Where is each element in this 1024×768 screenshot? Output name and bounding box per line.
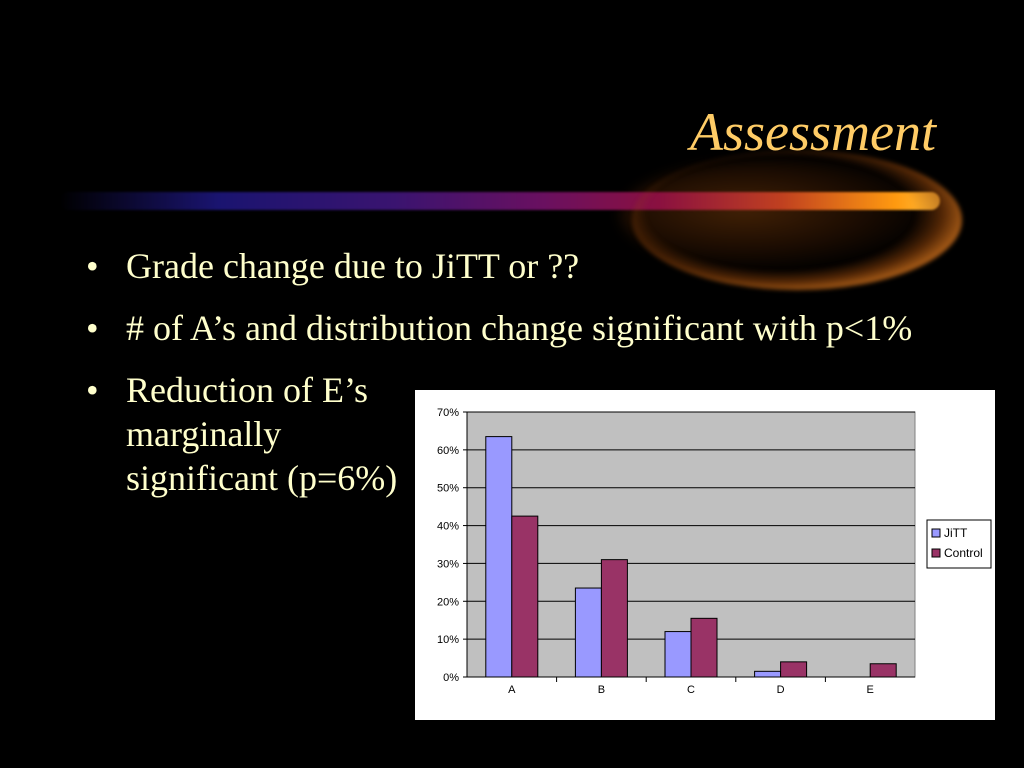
bullet-list: • Grade change due to JiTT or ?? • # of … — [86, 244, 946, 518]
bar-control-e — [869, 663, 897, 678]
y-tick-label: 70% — [437, 407, 459, 419]
y-tick-label: 20% — [437, 596, 459, 608]
legend-swatch — [931, 528, 941, 538]
bar-jitt-c — [664, 631, 692, 678]
legend-label: Control — [944, 546, 983, 560]
x-tick-label: C — [687, 684, 695, 696]
bar-jitt-d — [754, 670, 782, 678]
bar-chart: 0% 10% 20% 30% 40% 50% 60% 70% A B C D E JiTT Control — [437, 407, 992, 696]
bullet-item: • # of A’s and distribution change signi… — [86, 306, 946, 350]
bar-jitt-b — [574, 587, 602, 678]
y-tick-label: 0% — [443, 672, 459, 684]
legend-label: JiTT — [944, 526, 968, 540]
bullet-icon: • — [86, 246, 99, 286]
x-tick-label: B — [598, 684, 605, 696]
bullet-text: Grade change due to JiTT or ?? — [126, 246, 580, 286]
bullet-item: • Reduction of E’s marginally significan… — [86, 368, 416, 500]
y-tick-label: 50% — [437, 483, 459, 495]
y-tick-label: 60% — [437, 445, 459, 457]
legend-swatch — [931, 548, 941, 558]
bar-control-a — [511, 515, 539, 678]
y-tick-label: 30% — [437, 558, 459, 570]
bar-control-d — [780, 661, 808, 678]
bar-control-b — [600, 559, 628, 678]
bar-control-c — [690, 617, 718, 678]
swoosh-ring-decoration — [632, 150, 962, 290]
bullet-icon: • — [86, 370, 99, 410]
y-tick-label: 40% — [437, 521, 459, 533]
y-tick-label: 10% — [437, 634, 459, 646]
bar-jitt-a — [485, 436, 513, 678]
x-tick-label: D — [777, 684, 785, 696]
bullet-item: • Grade change due to JiTT or ?? — [86, 244, 946, 288]
bullet-text: # of A’s and distribution change signifi… — [126, 308, 913, 348]
bullet-icon: • — [86, 308, 99, 348]
x-tick-label: A — [508, 684, 516, 696]
legend-box — [926, 519, 992, 569]
slide-title: Assessment — [690, 102, 936, 162]
chart-panel: 0% 10% 20% 30% 40% 50% 60% 70% A B C D E JiTT Control — [415, 390, 995, 720]
bullet-text: Reduction of E’s marginally significant … — [126, 370, 398, 498]
x-tick-label: E — [867, 684, 874, 696]
